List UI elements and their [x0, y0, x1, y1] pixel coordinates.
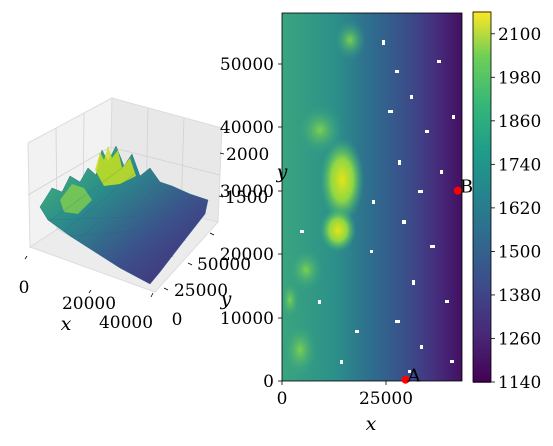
surface-y-tick: 25000: [174, 281, 228, 301]
contour-x-ticks: 0 25000: [277, 381, 413, 409]
contour-y-tick: 0: [263, 372, 274, 392]
point-label: A: [406, 366, 421, 387]
contour-x-tick: 25000: [359, 389, 413, 409]
contour-y-ticks: 0 10000 20000 30000 40000 50000: [220, 55, 282, 392]
colorbar-tick-label: 1500: [498, 242, 541, 262]
surface-y-label: y: [220, 288, 232, 310]
contour-y-tick: 50000: [220, 55, 274, 75]
surface-z-ticks: 1500 2000: [225, 145, 269, 208]
colorbar-tick-label: 1620: [498, 199, 541, 219]
colorbar-tick-label: 1260: [498, 329, 541, 349]
colorbar-frame: [472, 11, 492, 383]
colorbar: 1140 1260 1380 1500 1620 1740 1860 1980 2100: [472, 11, 541, 393]
contour-y-label: y: [276, 161, 288, 183]
surface-y-ticks: 0 25000 50000: [172, 255, 251, 330]
colorbar-tick-label: 2100: [498, 25, 541, 45]
point-marker: [453, 186, 462, 195]
surface: [39, 145, 209, 285]
point-label: B: [460, 177, 473, 198]
colorbar-tick-label: 1740: [498, 155, 541, 175]
colorbar-levels: [473, 11, 491, 383]
contour-fill: [282, 13, 462, 381]
surface-3d-panel: 0 20000 40000 0 25000 50000 1500 2000 x …: [19, 97, 269, 335]
surface-x-tick: 20000: [62, 294, 116, 314]
point-marker: [401, 375, 410, 384]
colorbar-tick-label: 1380: [498, 286, 541, 306]
surface-y-tick: 0: [172, 310, 183, 330]
surface-x-label: x: [61, 313, 72, 335]
colorbar-tick-label: 1140: [498, 373, 541, 393]
contour-x-tick: 0: [277, 389, 288, 409]
surface-y-tick: 50000: [197, 255, 251, 275]
surface-x-ticks: 0 20000 40000: [19, 278, 153, 333]
colorbar-tick-label: 1980: [498, 68, 541, 88]
surface-x-tick: 0: [19, 278, 30, 298]
contour-y-tick: 30000: [220, 182, 274, 202]
contour-panel: 0 10000 20000 30000 40000 50000 0 25000 …: [220, 12, 473, 435]
colorbar-ticks: 1140 1260 1380 1500 1620 1740 1860 1980 2100: [491, 25, 541, 393]
contour-frame: [281, 12, 463, 382]
colorbar-tick-label: 1860: [498, 112, 541, 132]
contour-y-tick: 10000: [220, 309, 274, 329]
contour-y-tick: 40000: [220, 118, 274, 138]
contour-y-tick: 20000: [220, 245, 274, 265]
marked-points: AB: [401, 177, 473, 387]
surface-x-tick: 40000: [99, 313, 153, 333]
contour-x-label: x: [366, 413, 377, 435]
surface-z-tick: 2000: [226, 145, 269, 165]
surface-z-tick: 1500: [225, 188, 268, 208]
